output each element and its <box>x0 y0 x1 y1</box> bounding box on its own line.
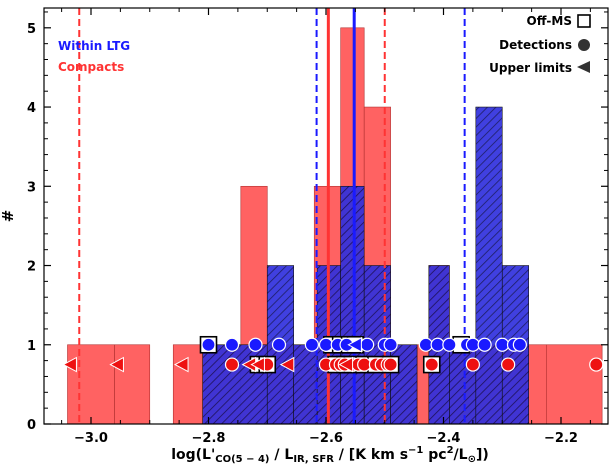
legend-label-offms: Off-MS <box>527 14 573 28</box>
x-axis-label-unit-pc: pc <box>423 447 446 463</box>
ltg-detection-point <box>495 337 510 352</box>
ltg-bar <box>293 344 318 424</box>
compact-upper-limit-point <box>109 356 124 373</box>
ltg-detection-point <box>430 337 445 352</box>
mean-lines-layer <box>78 8 466 424</box>
legend-triangle-marker <box>577 61 590 73</box>
ltg-detection-point <box>477 337 492 352</box>
compact-detection-point <box>383 357 398 372</box>
x-axis-label-sub2: IR, SFR <box>293 454 334 465</box>
compact-detection-point <box>501 357 516 372</box>
legend-group-compacts: Compacts <box>58 60 124 74</box>
ltg-detection-point <box>360 337 375 352</box>
x-tick-label: −2.4 <box>427 431 461 446</box>
y-tick-label: 0 <box>27 418 36 433</box>
ltg-detection-point <box>201 337 216 352</box>
x-tick-label: −2.6 <box>309 431 343 446</box>
ltg-detection-point <box>318 337 334 352</box>
ltg-detection-point <box>512 337 527 352</box>
x-tick-label: −3.0 <box>74 431 108 446</box>
compact-upper-limit-point <box>174 356 189 373</box>
x-tick-label: −2.2 <box>544 431 578 446</box>
ltg-detection-point <box>271 337 287 352</box>
legend-square-marker <box>577 14 591 28</box>
compact-upper-limit-point <box>338 356 354 373</box>
ltg-detection-point <box>442 337 457 352</box>
legend-circle-marker <box>578 39 590 51</box>
ltg-detection-point <box>465 337 480 352</box>
y-tick-label: 5 <box>27 22 36 37</box>
x-axis-label-unit-open: / [K km s <box>334 447 408 463</box>
ltg-detection-point <box>418 337 433 352</box>
y-axis-label: # <box>0 210 17 223</box>
y-tick-label: 2 <box>27 260 36 275</box>
compact-detection-point <box>224 357 240 372</box>
y-tick-label: 3 <box>27 180 36 195</box>
compact-upper-limit-point <box>279 356 295 373</box>
compact-detection-point <box>589 357 604 372</box>
legend: Off-MS Detections Upper limits Within LT… <box>58 14 591 75</box>
x-axis-label-unit-l: /L <box>454 447 468 463</box>
legend-label-detections: Detections <box>499 38 572 52</box>
compact-upper-limit-point <box>62 356 77 373</box>
points-layer <box>62 335 604 374</box>
ltg-detection-point <box>248 337 263 352</box>
axes-layer: −3.0 −2.8 −2.6 −2.4 −2.2 0 1 2 3 4 5 <box>27 8 608 446</box>
ltg-detection-point <box>224 337 240 352</box>
legend-group-within-ltg: Within LTG <box>58 39 130 53</box>
x-axis-label-sup1: −1 <box>408 445 423 456</box>
ltg-upper-limit-point <box>347 336 362 353</box>
x-axis-label-mid: / L <box>270 447 294 463</box>
compact-detection-point <box>424 357 439 372</box>
x-axis-label-sub1: CO(5 − 4) <box>215 454 269 465</box>
compacts-bar <box>114 344 151 424</box>
x-axis-label-close: ]) <box>476 447 489 463</box>
compact-detection-point <box>465 357 480 372</box>
compact-upper-limit-point <box>250 356 265 373</box>
x-tick-label: −2.8 <box>192 431 226 446</box>
x-axis-label-sub3: ⊙ <box>468 454 476 465</box>
compacts-bar <box>546 344 603 424</box>
ltg-bar <box>449 344 477 424</box>
ltg-bar <box>475 106 503 424</box>
ltg-bar <box>340 185 365 424</box>
compact-detection-point <box>357 357 372 372</box>
y-tick-label: 4 <box>27 101 36 116</box>
x-axis-label-prefix: log(L' <box>171 447 215 463</box>
x-axis-label-sup2: 2 <box>447 445 454 456</box>
y-tick-label: 1 <box>27 339 36 354</box>
x-axis-label: log(L'CO(5 − 4) / LIR, SFR / [K km s−1 p… <box>171 445 489 465</box>
ltg-detection-point <box>383 337 398 352</box>
ltg-detection-point <box>304 337 319 352</box>
legend-label-upper-limits: Upper limits <box>489 61 572 75</box>
compacts-bar <box>67 344 115 424</box>
